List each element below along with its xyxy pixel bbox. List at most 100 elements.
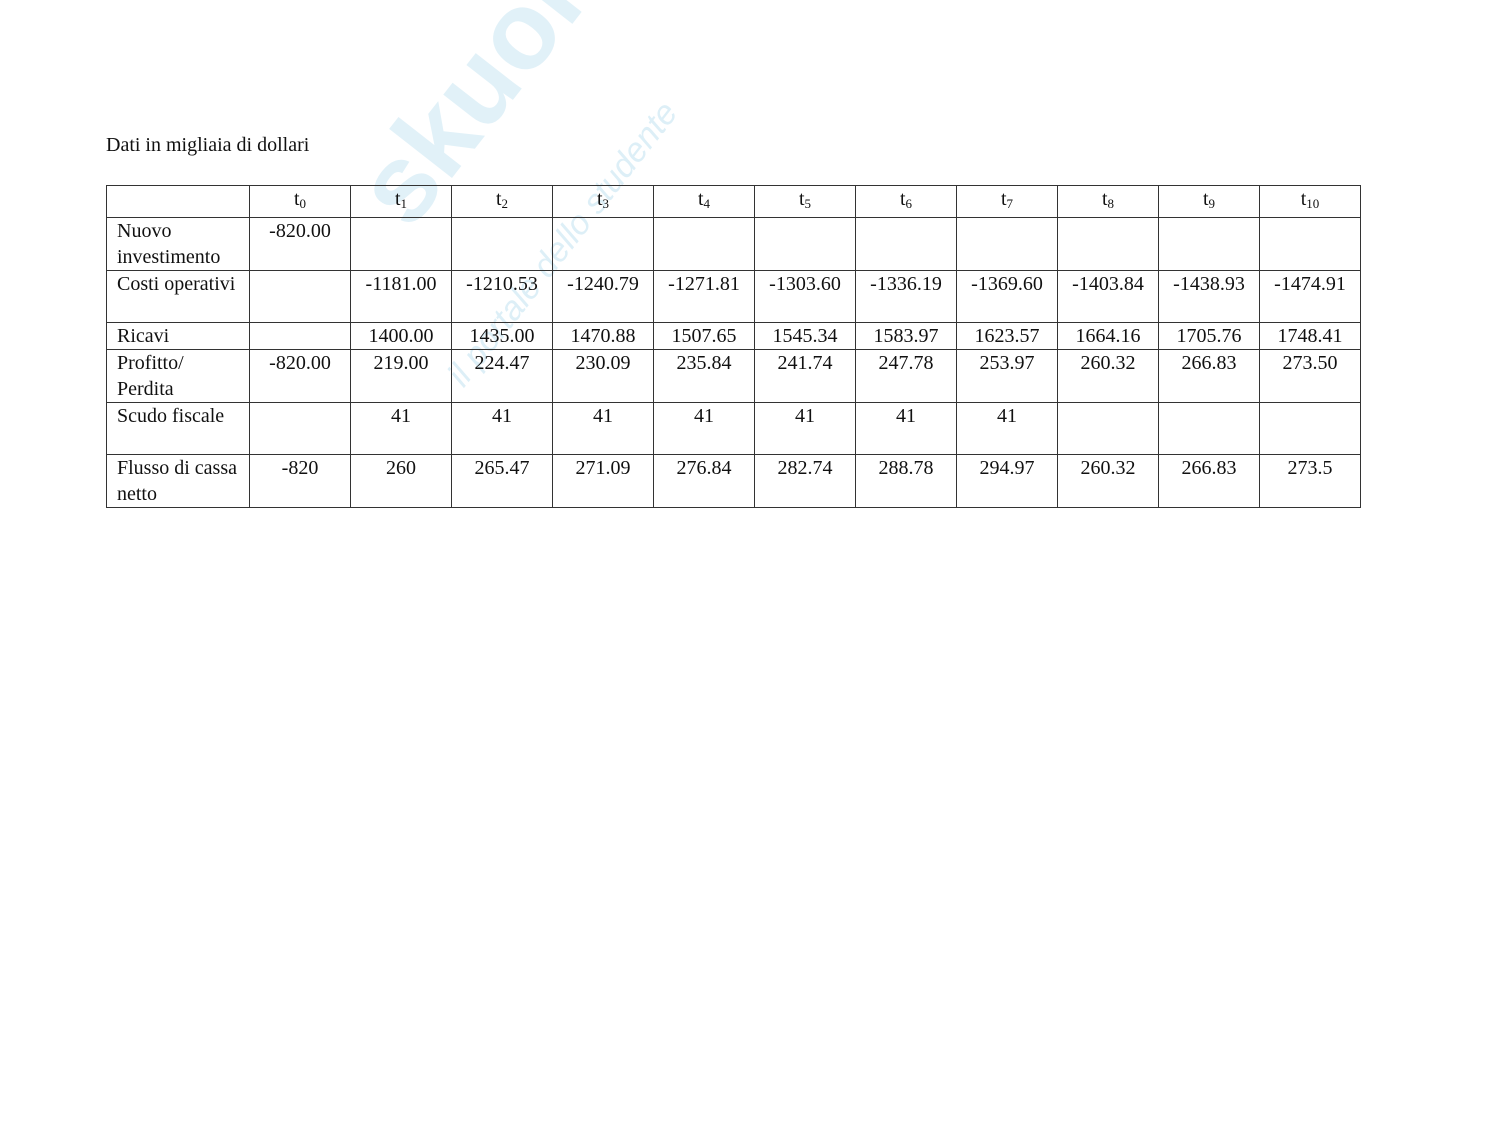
- table-cell: 230.09: [552, 349, 654, 403]
- table-cell: 260.32: [1057, 454, 1159, 508]
- column-header-text: t5: [798, 188, 812, 211]
- table-cell: [249, 270, 351, 323]
- column-header-text: t10: [1300, 188, 1320, 211]
- table-row: Flusso di cassa netto -820 260 265.47 271.09…: [106, 454, 1361, 508]
- table-cell: [249, 402, 351, 455]
- table-cell: 41: [855, 402, 957, 455]
- table-cell: 1400.00: [350, 322, 452, 350]
- table-cell: [1158, 402, 1260, 455]
- table-cell: [552, 217, 654, 271]
- table-row: Scudo fiscale 41 41 41 41 41 41 41: [106, 402, 1361, 455]
- column-header-text: t9: [1202, 188, 1216, 211]
- table-cell: 41: [552, 402, 654, 455]
- row-label: Flusso di cassa netto: [106, 454, 250, 508]
- table-cell: [1259, 402, 1361, 455]
- column-header-text: t2: [495, 188, 509, 211]
- table-cell: 265.47: [451, 454, 553, 508]
- table-cell: -1403.84: [1057, 270, 1159, 323]
- table-cell: 235.84: [653, 349, 755, 403]
- table-cell: -820: [249, 454, 351, 508]
- column-header-text: t4: [697, 188, 711, 211]
- table-cell: 41: [653, 402, 755, 455]
- table-cell: [855, 217, 957, 271]
- table-cell: -1271.81: [653, 270, 755, 323]
- table-cell: -1369.60: [956, 270, 1058, 323]
- column-header: t2: [451, 185, 553, 218]
- table-cell: 294.97: [956, 454, 1058, 508]
- row-label: Scudo fiscale: [106, 402, 250, 455]
- cash-flow-table: t0 t1 t2 t3 t4 t5 t6 t7 t8 t9 t10 Nuovo investiment…: [106, 185, 1361, 508]
- table-cell: -820.00: [249, 349, 351, 403]
- table-cell: -820.00: [249, 217, 351, 271]
- table-row: Ricavi 1400.00 1435.00 1470.88 1507.65 1545.3…: [106, 322, 1361, 350]
- table-cell: 260: [350, 454, 452, 508]
- column-header: t10: [1259, 185, 1361, 218]
- table-cell: 266.83: [1158, 349, 1260, 403]
- column-header-text: t6: [899, 188, 913, 211]
- table-cell: -1474.91: [1259, 270, 1361, 323]
- table-cell: [1259, 217, 1361, 271]
- table-cell: 219.00: [350, 349, 452, 403]
- column-header-text: t7: [1000, 188, 1014, 211]
- table-cell: 1748.41: [1259, 322, 1361, 350]
- table-cell: 41: [754, 402, 856, 455]
- table-cell: 247.78: [855, 349, 957, 403]
- table-cell: -1210.53: [451, 270, 553, 323]
- table-cell: 253.97: [956, 349, 1058, 403]
- table-cell: 288.78: [855, 454, 957, 508]
- table-cell: 266.83: [1158, 454, 1260, 508]
- table-cell: 1435.00: [451, 322, 553, 350]
- table-cell: [249, 322, 351, 350]
- table-cell: 41: [350, 402, 452, 455]
- table-cell: -1303.60: [754, 270, 856, 323]
- column-header-text: t8: [1101, 188, 1115, 211]
- table-cell: [350, 217, 452, 271]
- column-header: t1: [350, 185, 452, 218]
- header-row: t0 t1 t2 t3 t4 t5 t6 t7 t8 t9 t10: [106, 185, 1361, 218]
- table-cell: [754, 217, 856, 271]
- table-cell: 1664.16: [1057, 322, 1159, 350]
- table-cell: 1545.34: [754, 322, 856, 350]
- table-cell: 41: [956, 402, 1058, 455]
- table-cell: 241.74: [754, 349, 856, 403]
- column-header: t4: [653, 185, 755, 218]
- table-cell: [1158, 217, 1260, 271]
- column-header: t3: [552, 185, 654, 218]
- table-cell: -1181.00: [350, 270, 452, 323]
- table-cell: [653, 217, 755, 271]
- table-cell: [1057, 217, 1159, 271]
- table-cell: 276.84: [653, 454, 755, 508]
- table-row: Profitto/ Perdita -820.00 219.00 224.47 230.…: [106, 349, 1361, 403]
- table-cell: -1336.19: [855, 270, 957, 323]
- table-cell: 273.50: [1259, 349, 1361, 403]
- table-cell: 1623.57: [956, 322, 1058, 350]
- table-row: Nuovo investimento -820.00: [106, 217, 1361, 271]
- table-cell: -1438.93: [1158, 270, 1260, 323]
- table-cell: 41: [451, 402, 553, 455]
- column-header: t6: [855, 185, 957, 218]
- column-header-text: t0: [293, 188, 307, 211]
- table-row: Costi operativi -1181.00 -1210.53 -1240.79-…: [106, 270, 1361, 323]
- table-cell: [956, 217, 1058, 271]
- table-cell: 1507.65: [653, 322, 755, 350]
- table-cell: [1057, 402, 1159, 455]
- table-cell: 282.74: [754, 454, 856, 508]
- column-header: t0: [249, 185, 351, 218]
- column-header-text: t1: [394, 188, 408, 211]
- column-header: t8: [1057, 185, 1159, 218]
- row-label: Ricavi: [106, 322, 250, 350]
- table-cell: 271.09: [552, 454, 654, 508]
- table-caption: Dati in migliaia di dollari: [106, 134, 310, 156]
- table-cell: 260.32: [1057, 349, 1159, 403]
- table-cell: 273.5: [1259, 454, 1361, 508]
- row-label: Nuovo investimento: [106, 217, 250, 271]
- table-cell: 1470.88: [552, 322, 654, 350]
- column-header-text: t3: [596, 188, 610, 211]
- table-cell: 1705.76: [1158, 322, 1260, 350]
- column-header: t5: [754, 185, 856, 218]
- table-cell: -1240.79: [552, 270, 654, 323]
- row-label: Costi operativi: [106, 270, 250, 323]
- table-cell: 1583.97: [855, 322, 957, 350]
- table-cell: [451, 217, 553, 271]
- column-header: t9: [1158, 185, 1260, 218]
